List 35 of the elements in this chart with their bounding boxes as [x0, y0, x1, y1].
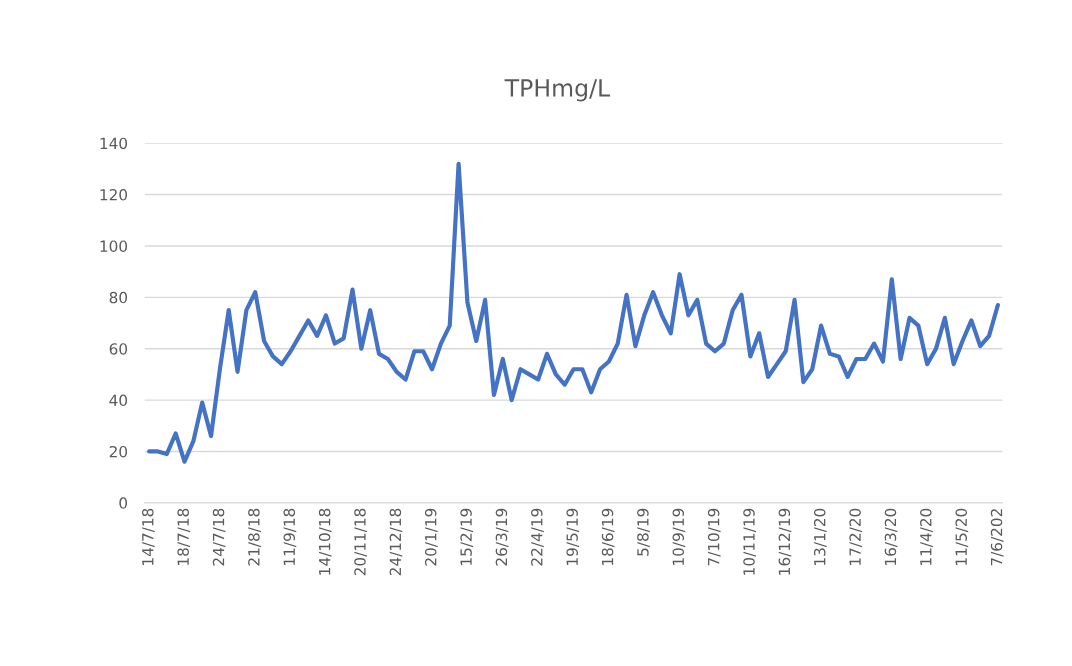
chart-title: TPHmg/L: [504, 79, 611, 102]
x-tick-label: 18/7/18: [177, 508, 191, 565]
y-tick-label: 0: [119, 497, 128, 509]
x-tick-label: 10/11/19: [743, 508, 756, 575]
y-tick-label: 40: [109, 394, 128, 407]
y-tick-label: 140: [100, 137, 128, 150]
x-tick-label: 22/4/19: [531, 508, 544, 566]
x-tick-label: 11/9/18: [283, 508, 297, 565]
y-tick-label: 100: [100, 240, 128, 252]
x-tick-label: 21/8/18: [248, 508, 261, 566]
x-tick-label: 24/12/18: [389, 508, 403, 576]
x-tick-label: 5/8/19: [637, 508, 650, 556]
y-tick-label: 60: [109, 343, 128, 355]
x-tick-label: 20/1/19: [424, 508, 438, 566]
y-tick-label: 120: [100, 189, 128, 201]
x-tick-label: 17/2/20: [849, 508, 863, 565]
x-tick-label: 20/11/18: [354, 508, 367, 576]
x-tick-label: 15/2/19: [460, 508, 474, 565]
x-tick-label: 14/7/18: [142, 508, 155, 565]
x-tick-label: 16/3/20: [884, 508, 898, 565]
line-series: [147, 161, 1000, 464]
x-tick-label: 10/9/19: [672, 508, 686, 565]
x-tick-label: 11/4/20: [920, 508, 933, 565]
x-tick-label: 11/5/20: [955, 508, 969, 565]
x-tick-label: 16/12/19: [778, 508, 792, 575]
x-tick-label: 26/3/19: [495, 508, 509, 566]
x-tick-label: 19/5/19: [566, 508, 580, 565]
y-tick-label: 20: [109, 445, 128, 458]
x-tick-label: 18/6/19: [601, 508, 615, 565]
x-tick-label: 7/6/202: [990, 509, 1004, 566]
x-tick-label: 13/1/20: [813, 508, 827, 565]
x-tick-label: 14/10/18: [318, 508, 332, 575]
x-tick-label: 24/7/18: [212, 508, 226, 566]
x-tick-label: 7/10/19: [707, 508, 721, 566]
y-tick-label: 80: [109, 291, 128, 304]
